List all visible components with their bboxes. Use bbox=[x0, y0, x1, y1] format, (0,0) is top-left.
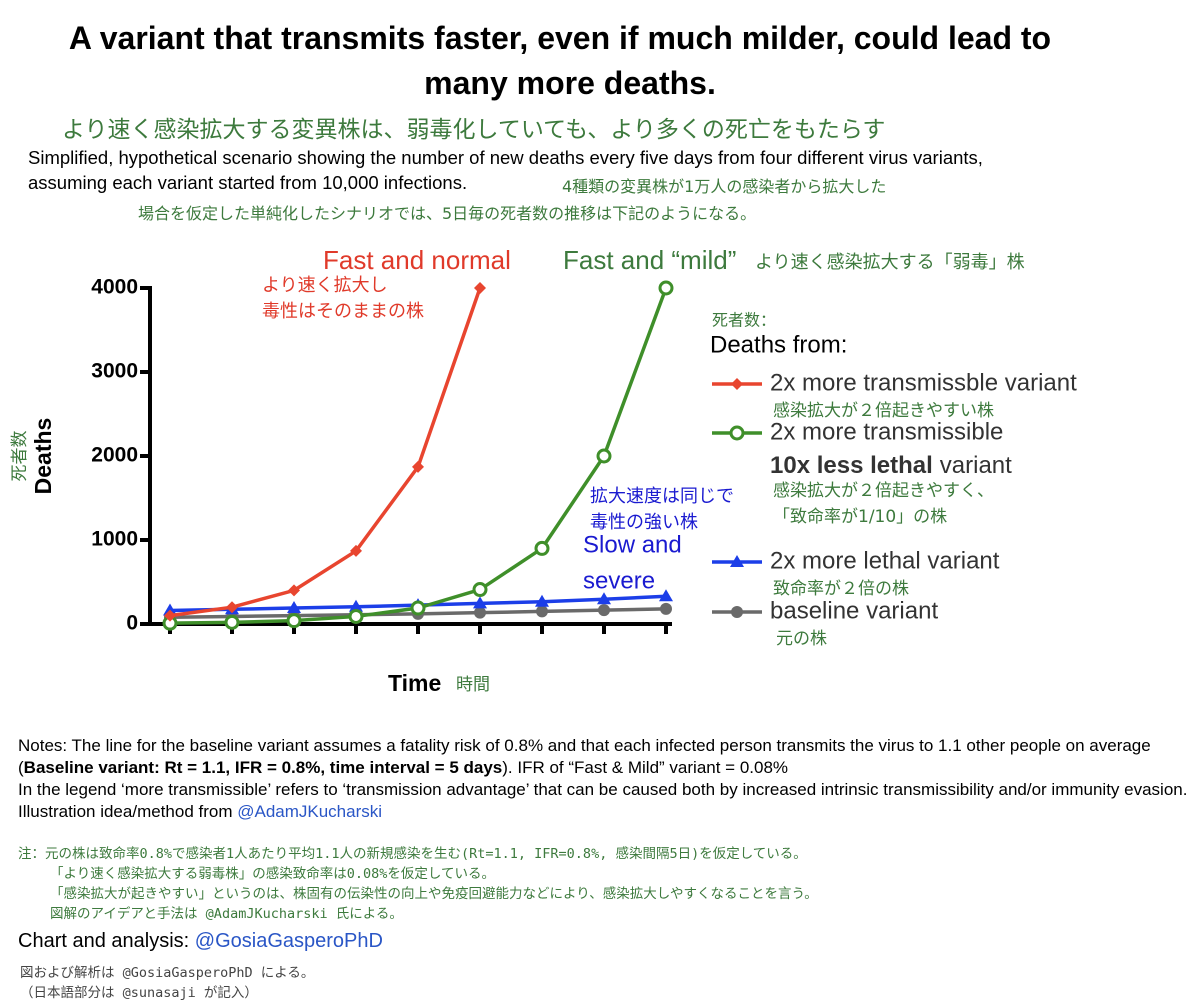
legend-label: baseline variant bbox=[770, 597, 938, 624]
legend-title-ja: 死者数： bbox=[712, 311, 776, 330]
x-axis-label: Time bbox=[388, 670, 441, 696]
title-line: A variant that transmits faster, even if… bbox=[68, 20, 1052, 56]
title-line: many more deaths. bbox=[424, 65, 716, 101]
annotation: Fast and normal bbox=[323, 245, 511, 275]
point bbox=[349, 599, 363, 612]
note-text: In the legend ‘more transmissible’ refer… bbox=[18, 780, 1193, 821]
y-axis-label-ja: 死者数 bbox=[10, 431, 30, 482]
legend-label: 10x less lethal variant bbox=[770, 452, 1012, 479]
point bbox=[597, 592, 611, 605]
note-text: Baseline variant: Rt = 1.1, IFR = 0.8%, … bbox=[23, 758, 503, 777]
legend-label: 2x more lethal variant bbox=[770, 547, 1000, 574]
legend-label-ja: 感染拡大が２倍起きやすい株 bbox=[773, 401, 994, 421]
point bbox=[536, 605, 548, 618]
point bbox=[731, 378, 743, 390]
point bbox=[659, 589, 673, 602]
point bbox=[473, 596, 487, 609]
point bbox=[472, 582, 488, 598]
point bbox=[412, 460, 424, 473]
annotation: より速く感染拡大する「弱毒」株 bbox=[755, 252, 1025, 273]
point bbox=[658, 280, 674, 296]
point bbox=[348, 608, 364, 624]
legend-label-ja: 元の株 bbox=[776, 629, 827, 649]
annotation: Fast and “mild” bbox=[563, 245, 736, 275]
y-tick-label: 1000 bbox=[91, 528, 138, 551]
note-ja-line: 注：元の株は致命率0.8%で感染者1人あたり平均1.1人の新規感染を生む(Rt=… bbox=[18, 846, 807, 862]
subtitle-line: Simplified, hypothetical scenario showin… bbox=[28, 147, 983, 168]
y-tick-label: 2000 bbox=[91, 444, 138, 467]
legend-label-part: variant bbox=[940, 452, 1012, 479]
legend-label: 2x more transmissble variant bbox=[770, 369, 1077, 396]
point bbox=[163, 603, 177, 616]
point bbox=[474, 282, 486, 294]
subtitle-line: assuming each variant started from 10,00… bbox=[28, 172, 468, 193]
y-tick-label: 3000 bbox=[91, 360, 138, 383]
point bbox=[164, 609, 176, 622]
point bbox=[729, 425, 745, 441]
note-ja-line: 図解のアイデアと手法は @AdamJKucharski 氏による。 bbox=[50, 906, 403, 922]
notes: Notes: The line for the baseline variant… bbox=[18, 735, 1188, 823]
note-text: Notes: The line for the baseline variant… bbox=[18, 736, 1156, 777]
point bbox=[288, 584, 300, 597]
legend-label-ja: 「致命率が1/10」の株 bbox=[773, 507, 947, 527]
point bbox=[534, 540, 550, 556]
point bbox=[287, 601, 301, 614]
point bbox=[731, 606, 743, 618]
series-line bbox=[169, 287, 482, 618]
y-tick-label: 4000 bbox=[91, 276, 138, 299]
point bbox=[596, 448, 612, 464]
point bbox=[286, 613, 302, 629]
legend-label-ja: 致命率が２倍の株 bbox=[773, 579, 909, 599]
credit: Chart and analysis: @GosiaGasperoPhD bbox=[18, 930, 383, 953]
y-tick-label: 0 bbox=[126, 612, 138, 635]
credit-ja: 図および解析は @GosiaGasperoPhD による。 bbox=[20, 965, 315, 981]
credit-label: Chart and analysis: bbox=[18, 930, 190, 952]
point bbox=[660, 602, 672, 615]
point bbox=[226, 601, 238, 614]
x-axis-label-ja: 時間 bbox=[456, 675, 490, 695]
subtitle-ja: 4種類の変異株が1万人の感染者から拡大した bbox=[562, 177, 887, 196]
annotation: Slow and bbox=[583, 531, 682, 558]
point bbox=[224, 614, 240, 630]
link[interactable]: @AdamJKucharski bbox=[237, 802, 383, 821]
legend-label: 2x more transmissible bbox=[770, 418, 1003, 445]
legend-label-part: 10x less lethal bbox=[770, 452, 933, 479]
point bbox=[350, 544, 362, 557]
annotation: 毒性はそのままの株 bbox=[262, 301, 424, 322]
notes-ja: 注：元の株は致命率0.8%で感染者1人あたり平均1.1人の新規感染を生む(Rt=… bbox=[18, 844, 818, 924]
point bbox=[598, 604, 610, 617]
annotation: より速く拡大し bbox=[262, 275, 388, 296]
note-text: ). IFR of “Fast & Mild” variant = 0.08% bbox=[502, 758, 789, 777]
annotation: 毒性の強い株 bbox=[590, 512, 698, 533]
credit-ja: （日本語部分は @sunasaji が記入） bbox=[20, 985, 258, 1001]
legend-label-ja: 感染拡大が２倍起きやすく、 bbox=[773, 481, 994, 501]
point bbox=[535, 594, 549, 607]
annotation: severe bbox=[583, 567, 655, 594]
subtitle-ja: 場合を仮定した単純化したシナリオでは、5日毎の死者数の推移は下記のようになる。 bbox=[138, 204, 757, 223]
point bbox=[474, 606, 486, 619]
credit-handle[interactable]: @GosiaGasperoPhD bbox=[194, 930, 383, 952]
point bbox=[730, 555, 744, 567]
note-ja-line: 「感染拡大が起きやすい」というのは、株固有の伝染性の向上や免疫回避能力などにより… bbox=[50, 886, 818, 902]
note-ja-line: 「より速く感染拡大する弱毒株」の感染致命率は0.08%を仮定している。 bbox=[50, 866, 495, 882]
legend-title: Deaths from: bbox=[710, 331, 847, 358]
annotation: 拡大速度は同じで bbox=[590, 486, 734, 507]
point bbox=[410, 600, 426, 616]
title-ja: より速く感染拡大する変異株は、弱毒化していても、より多くの死亡をもたらす bbox=[62, 117, 886, 143]
y-axis-label: Deaths bbox=[30, 418, 56, 495]
